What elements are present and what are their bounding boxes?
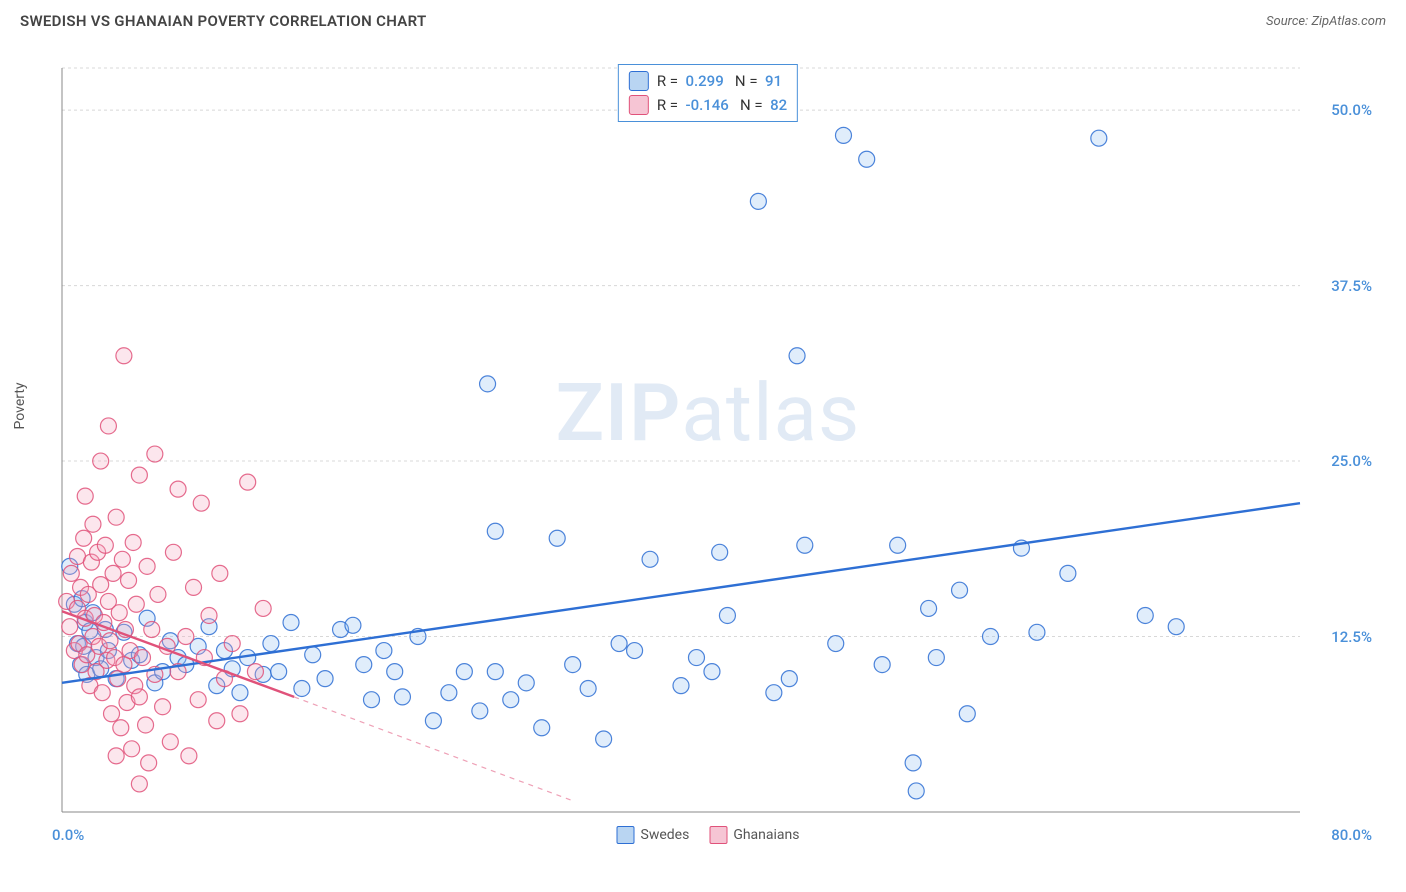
series-legend: Swedes Ghanaians <box>617 826 800 844</box>
legend-swatch-swedes <box>617 826 635 844</box>
legend-label: Ghanaians <box>733 827 799 843</box>
legend-swatch-ghanaians <box>709 826 727 844</box>
x-tick-label: 80.0% <box>1331 826 1372 844</box>
y-tick-label: 37.5% <box>1331 277 1372 295</box>
stat-r-value: -0.146 <box>685 96 728 114</box>
stat-text: R = -0.146 N = 82 <box>657 96 787 114</box>
source-label: Source: <box>1266 14 1311 29</box>
header: SWEDISH VS GHANAIAN POVERTY CORRELATION … <box>0 0 1406 38</box>
y-axis-label: Poverty <box>12 382 28 429</box>
stat-swatch-swedes <box>629 71 649 91</box>
legend-label: Swedes <box>641 827 690 843</box>
y-tick-label: 50.0% <box>1331 101 1372 119</box>
source-citation: Source: ZipAtlas.com <box>1266 14 1386 29</box>
source-value: ZipAtlas.com <box>1311 14 1386 29</box>
chart-title: SWEDISH VS GHANAIAN POVERTY CORRELATION … <box>20 12 426 30</box>
stat-r-value: 0.299 <box>685 72 723 90</box>
stat-n-value: 91 <box>765 72 782 90</box>
legend-item-ghanaians: Ghanaians <box>709 826 799 844</box>
stat-legend: R = 0.299 N = 91 R = -0.146 N = 82 <box>618 64 798 122</box>
stat-swatch-ghanaians <box>629 95 649 115</box>
scatter-plot <box>58 60 1358 840</box>
y-tick-label: 25.0% <box>1331 452 1372 470</box>
stat-n-value: 82 <box>770 96 787 114</box>
y-tick-label: 12.5% <box>1331 628 1372 646</box>
stat-row-ghanaians: R = -0.146 N = 82 <box>629 93 787 117</box>
stat-row-swedes: R = 0.299 N = 91 <box>629 69 787 93</box>
stat-text: R = 0.299 N = 91 <box>657 72 782 90</box>
x-tick-label: 0.0% <box>52 826 84 844</box>
chart-area: Poverty ZIPatlas R = 0.299 N = 91 R = -0… <box>48 50 1368 840</box>
legend-item-swedes: Swedes <box>617 826 690 844</box>
